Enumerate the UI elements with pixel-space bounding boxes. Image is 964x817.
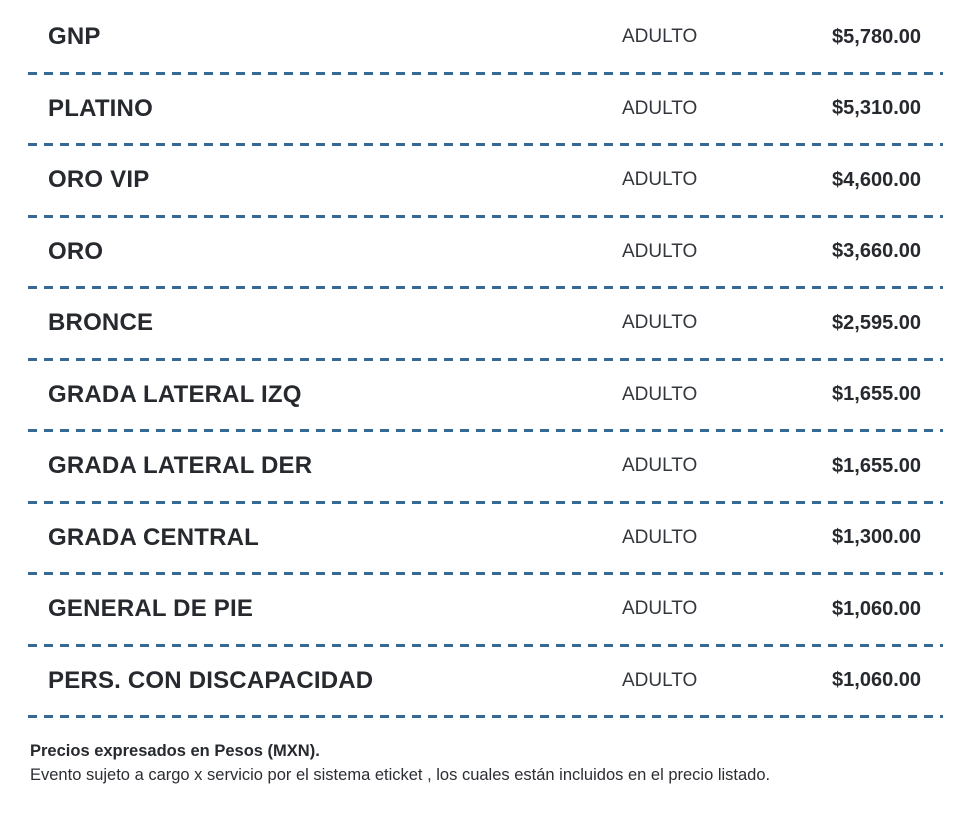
dashed-separator bbox=[28, 643, 943, 647]
zone-name: PLATINO bbox=[48, 94, 153, 122]
dashed-separator bbox=[28, 500, 943, 504]
dashed-separator bbox=[28, 715, 943, 718]
ticket-price: $3,660.00 bbox=[832, 240, 921, 263]
dashed-separator bbox=[28, 429, 943, 432]
ticket-price: $5,310.00 bbox=[832, 97, 921, 120]
zone-name: ORO bbox=[48, 237, 104, 265]
price-row: ORO VIP ADULTO $4,600.00 bbox=[28, 146, 943, 215]
price-row: PERS. CON DISCAPACIDAD ADULTO $1,060.00 bbox=[28, 647, 943, 716]
dashed-separator bbox=[28, 214, 943, 218]
dashed-separator bbox=[28, 143, 943, 146]
ticket-price: $1,655.00 bbox=[832, 454, 921, 477]
ticket-type-label: ADULTO bbox=[622, 455, 698, 477]
ticket-price: $1,300.00 bbox=[832, 526, 921, 549]
price-row: GRADA LATERAL IZQ ADULTO $1,655.00 bbox=[28, 361, 943, 430]
ticket-price: $1,060.00 bbox=[832, 597, 921, 620]
ticket-type-label: ADULTO bbox=[622, 97, 698, 119]
ticket-type-label: ADULTO bbox=[622, 240, 698, 262]
price-row: BRONCE ADULTO $2,595.00 bbox=[28, 289, 943, 358]
ticket-price: $5,780.00 bbox=[832, 25, 921, 48]
dashed-separator bbox=[28, 286, 943, 289]
price-row: PLATINO ADULTO $5,310.00 bbox=[28, 75, 943, 144]
zone-name: ORO VIP bbox=[48, 166, 150, 194]
price-row: GNP ADULTO $5,780.00 bbox=[28, 3, 943, 72]
zone-name: GRADA CENTRAL bbox=[48, 523, 260, 551]
dashed-separator bbox=[28, 357, 943, 361]
price-row: GRADA CENTRAL ADULTO $1,300.00 bbox=[28, 504, 943, 573]
ticket-price: $1,060.00 bbox=[832, 669, 921, 692]
ticket-type-label: ADULTO bbox=[622, 669, 698, 691]
zone-name: GRADA LATERAL IZQ bbox=[48, 380, 302, 408]
ticket-type-label: ADULTO bbox=[622, 383, 698, 405]
footer-notes: Precios expresados en Pesos (MXN). Event… bbox=[30, 739, 934, 788]
ticket-type-label: ADULTO bbox=[622, 169, 698, 191]
ticket-price: $4,600.00 bbox=[832, 168, 921, 191]
price-row: GENERAL DE PIE ADULTO $1,060.00 bbox=[28, 575, 943, 644]
price-row: ORO ADULTO $3,660.00 bbox=[28, 218, 943, 287]
price-row: GRADA LATERAL DER ADULTO $1,655.00 bbox=[28, 432, 943, 501]
ticket-price: $2,595.00 bbox=[832, 311, 921, 334]
ticket-type-label: ADULTO bbox=[622, 26, 698, 48]
dashed-separator bbox=[28, 71, 943, 75]
ticket-type-label: ADULTO bbox=[622, 526, 698, 548]
ticket-price: $1,655.00 bbox=[832, 383, 921, 406]
zone-name: PERS. CON DISCAPACIDAD bbox=[48, 666, 374, 694]
ticket-type-label: ADULTO bbox=[622, 312, 698, 334]
zone-name: GNP bbox=[48, 23, 101, 51]
zone-name: GENERAL DE PIE bbox=[48, 595, 254, 623]
footer-note-service: Evento sujeto a cargo x servicio por el … bbox=[30, 766, 771, 784]
ticket-type-label: ADULTO bbox=[622, 598, 698, 620]
zone-name: BRONCE bbox=[48, 309, 154, 337]
zone-name: GRADA LATERAL DER bbox=[48, 452, 313, 480]
price-list: GNP ADULTO $5,780.00 PLATINO ADULTO $5,3… bbox=[28, 0, 943, 718]
footer-note-currency: Precios expresados en Pesos (MXN). bbox=[30, 742, 320, 760]
dashed-separator bbox=[28, 572, 943, 575]
